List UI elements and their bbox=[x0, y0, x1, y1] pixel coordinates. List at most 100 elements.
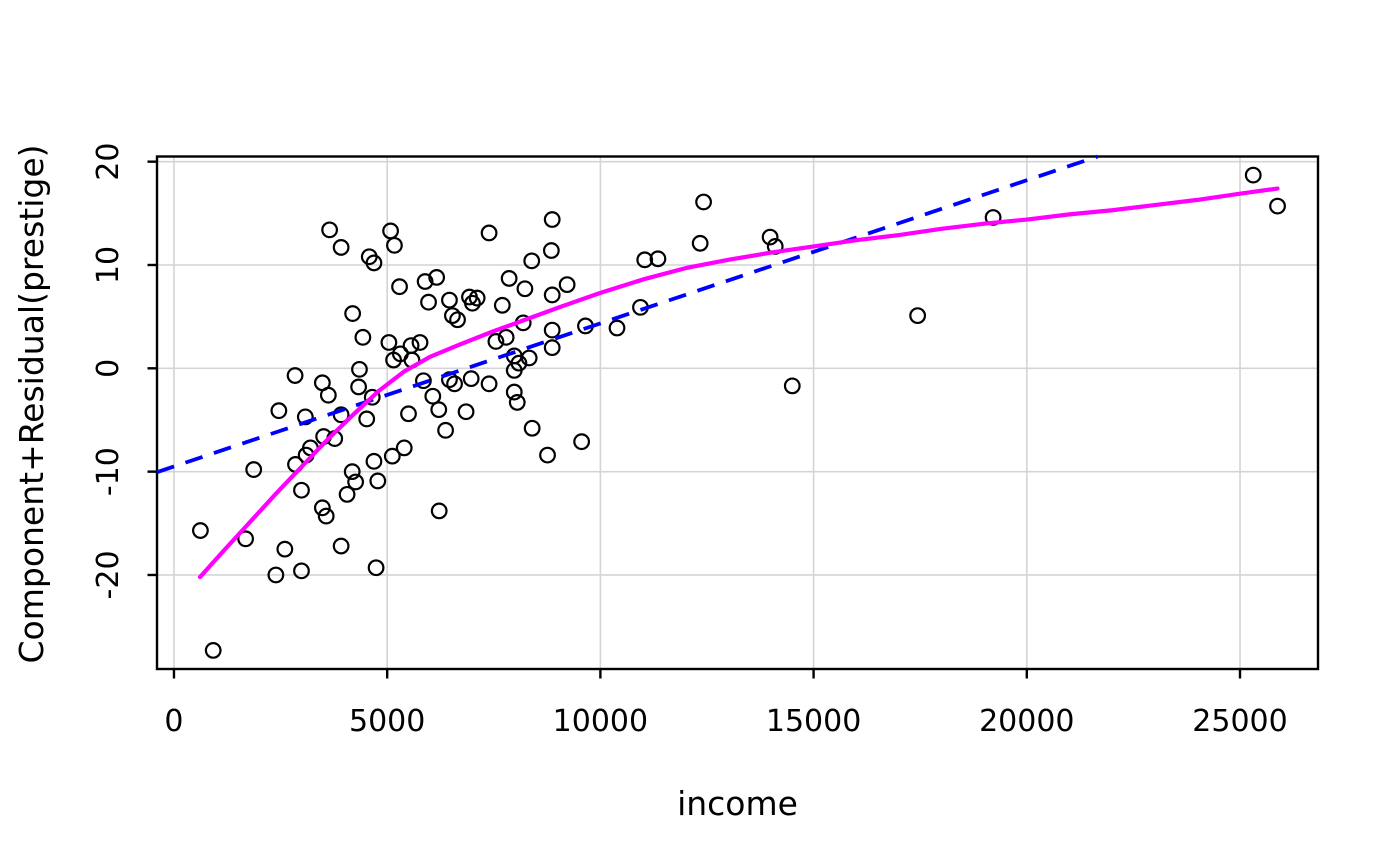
data-point bbox=[395, 439, 413, 457]
data-point bbox=[691, 234, 709, 252]
x-tick-label: 5000 bbox=[349, 704, 425, 739]
data-point bbox=[192, 522, 209, 539]
x-tick-label: 25000 bbox=[1192, 704, 1287, 739]
y-tick-label: 20 bbox=[91, 143, 126, 181]
data-points bbox=[192, 166, 1286, 659]
data-point bbox=[457, 403, 475, 421]
data-point bbox=[441, 291, 458, 309]
data-point bbox=[386, 236, 403, 254]
data-point bbox=[245, 461, 263, 478]
data-point bbox=[608, 319, 626, 337]
data-point bbox=[351, 360, 368, 378]
data-point bbox=[542, 242, 560, 259]
data-point bbox=[367, 559, 385, 577]
data-point bbox=[416, 273, 434, 290]
data-point bbox=[468, 289, 486, 307]
y-tick-labels: -20 -10 0 10 20 bbox=[91, 143, 126, 600]
data-point bbox=[391, 278, 408, 296]
y-tick-label: -20 bbox=[91, 550, 126, 599]
x-tick-label: 15000 bbox=[766, 704, 861, 739]
gridlines bbox=[157, 156, 1318, 669]
data-point bbox=[237, 530, 255, 548]
smooth-curve bbox=[197, 186, 1280, 580]
linear-fit-dashed-line bbox=[156, 154, 1099, 474]
data-point bbox=[695, 193, 712, 211]
data-point bbox=[1244, 166, 1262, 184]
data-point bbox=[520, 349, 538, 367]
data-point bbox=[636, 251, 654, 269]
axis-ticks bbox=[147, 160, 1242, 679]
data-point bbox=[363, 388, 381, 406]
data-point bbox=[464, 294, 481, 312]
data-point bbox=[383, 447, 401, 465]
data-point bbox=[424, 387, 442, 405]
data-point bbox=[344, 305, 362, 322]
data-point bbox=[204, 642, 222, 659]
data-point bbox=[420, 293, 437, 311]
data-point bbox=[276, 540, 294, 558]
dashed-fit-line bbox=[156, 154, 1099, 474]
data-point bbox=[332, 239, 350, 256]
data-point bbox=[539, 446, 556, 464]
x-tick-label: 20000 bbox=[979, 704, 1074, 739]
data-point bbox=[350, 378, 368, 396]
data-point bbox=[909, 307, 927, 325]
data-point bbox=[343, 463, 361, 481]
plot-box bbox=[155, 155, 1320, 671]
data-point bbox=[462, 370, 480, 388]
data-point bbox=[493, 296, 511, 314]
data-point bbox=[761, 228, 779, 246]
data-point bbox=[505, 361, 523, 379]
data-point bbox=[382, 222, 399, 240]
x-tick-label: 10000 bbox=[553, 704, 648, 739]
plot-border bbox=[155, 155, 1320, 671]
data-point bbox=[358, 410, 376, 428]
data-point bbox=[508, 394, 526, 411]
data-point bbox=[783, 377, 801, 395]
data-point bbox=[319, 386, 337, 404]
data-point bbox=[516, 280, 534, 298]
data-point bbox=[354, 328, 372, 346]
data-point bbox=[338, 485, 356, 503]
data-point bbox=[270, 402, 288, 420]
data-point bbox=[317, 507, 335, 525]
data-point bbox=[558, 276, 576, 294]
data-point bbox=[523, 252, 541, 270]
data-point bbox=[1269, 197, 1286, 215]
data-point bbox=[480, 375, 498, 393]
data-point bbox=[523, 419, 541, 437]
data-point bbox=[415, 372, 432, 390]
data-point bbox=[380, 334, 398, 351]
data-point bbox=[400, 405, 417, 423]
data-point bbox=[313, 499, 331, 517]
data-point bbox=[500, 270, 518, 287]
data-point bbox=[286, 367, 304, 384]
data-point bbox=[293, 562, 310, 580]
data-point bbox=[543, 321, 561, 339]
data-point bbox=[365, 452, 383, 470]
data-point bbox=[430, 502, 448, 520]
y-axis-label: Component+Residual(prestige) bbox=[12, 145, 51, 664]
data-point bbox=[402, 337, 420, 354]
data-point bbox=[385, 351, 402, 369]
loess-smooth-line bbox=[197, 186, 1280, 580]
data-point bbox=[543, 211, 561, 228]
data-point bbox=[293, 481, 310, 499]
data-point bbox=[430, 401, 448, 419]
data-point bbox=[437, 421, 454, 439]
data-point bbox=[543, 286, 561, 304]
data-point bbox=[332, 537, 350, 555]
data-point bbox=[446, 375, 463, 393]
y-tick-label: 10 bbox=[91, 246, 126, 284]
data-point bbox=[497, 328, 515, 346]
x-tick-labels: 0 5000 10000 15000 20000 25000 bbox=[164, 704, 1287, 739]
y-tick-label: -10 bbox=[91, 447, 126, 496]
data-point bbox=[649, 250, 667, 268]
data-point bbox=[543, 339, 561, 357]
data-point bbox=[487, 333, 505, 350]
data-point bbox=[449, 311, 466, 329]
x-tick-label: 0 bbox=[164, 704, 183, 739]
data-point bbox=[267, 566, 285, 584]
data-point bbox=[480, 224, 498, 242]
